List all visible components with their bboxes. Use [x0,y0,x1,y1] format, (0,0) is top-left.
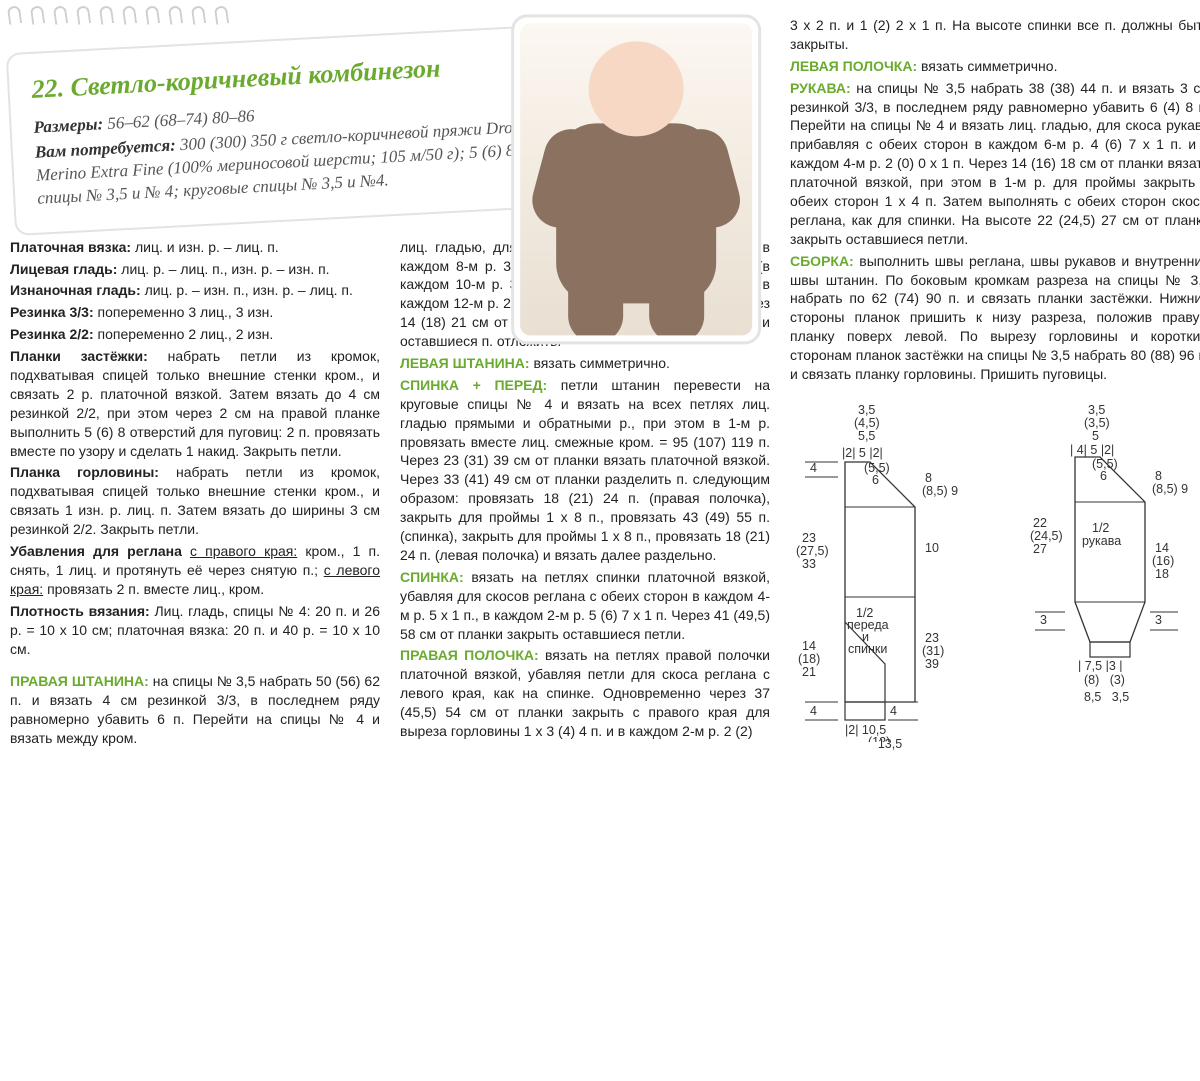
sizes-value: 56–62 (68–74) 80–86 [107,106,255,133]
dim: 4 [810,461,817,475]
dim: 3,5 [1088,403,1105,417]
dim: 3,5 [858,403,875,417]
def-label: Лицевая гладь: [10,261,117,277]
section-heading: ЛЕВАЯ ПОЛОЧКА: [790,58,917,74]
def-underline: с правого края: [190,543,297,559]
dim: (16) [1152,554,1174,568]
def-label: Плотность вязания: [10,603,150,619]
column-1: Платочная вязка: лиц. и изн. р. – лиц. п… [10,238,380,753]
dim: 4 [810,704,817,718]
dim: 3 [1040,613,1047,627]
dim: (31) [922,644,944,658]
def-label: Резинка 2/2: [10,326,94,342]
dim: 6 [872,473,879,487]
dim: 5 [1092,429,1099,443]
def-label: Убавления для реглана [10,543,182,559]
dim: 4 [890,704,897,718]
section-heading: СПИНКА + ПЕРЕД: [400,377,547,393]
dim: 27 [1033,542,1047,556]
section-heading: СБОРКА: [790,253,854,269]
dim: 3 [1155,613,1162,627]
spiral-binding [8,0,228,30]
half-label: 1/2 [1092,521,1109,535]
section-text: петли штанин перевести на круговые спицы… [400,377,770,563]
def-text: попеременно 2 лиц., 2 изн. [98,326,274,342]
dim: (3,5) [1084,416,1110,430]
dim: 33 [802,557,816,571]
def-text: попеременно 3 лиц., 3 изн. [98,304,274,320]
def-label: Резинка 3/3: [10,304,94,320]
body-schematic: 3,5 (4,5) 5,5 |2| 5 |2| (5,5) 6 8 (8,5) … [790,402,990,753]
section-text: на спицы № 3,5 набрать 38 (38) 44 п. и в… [790,80,1200,247]
def-text: набрать петли из кромок, подхватывая спи… [10,348,380,458]
dim: (18) [798,652,820,666]
dim: 39 [925,657,939,671]
photo-frame [511,14,761,344]
section-text: выполнить швы реглана, швы рукавов и вну… [790,253,1200,382]
column-3: 3 х 2 п. и 1 (2) 2 х 1 п. На высоте спин… [790,10,1200,753]
dim: (27,5) [796,544,829,558]
dim: 21 [802,665,816,679]
def-text: лиц. и изн. р. – лиц. п. [135,239,279,255]
baby-photo [520,23,752,335]
section-text: вязать симметрично. [921,58,1057,74]
dim-bottom: 13,5 [790,736,990,753]
dim: 23 [925,631,939,645]
half-label: спинки [848,642,887,656]
section-heading: СПИНКА: [400,569,464,585]
sleeve-schematic: 3,5 (3,5) 5 | 4| 5 |2| (5,5) 6 8 (8,5) 9… [1030,402,1200,753]
sizes-label: Размеры: [33,114,103,137]
schematic-diagram: 3,5 (4,5) 5,5 |2| 5 |2| (5,5) 6 8 (8,5) … [790,402,1200,753]
dim: 8 [925,471,932,485]
dim: (8,5) 9 [1152,482,1188,496]
half-label: рукава [1082,534,1121,548]
dim: 14 [802,639,816,653]
def-text: лиц. р. – лиц. п., изн. р. – изн. п. [121,261,329,277]
section-heading: ЛЕВАЯ ШТАНИНА: [400,355,530,371]
def-label: Планки застёжки: [10,348,148,364]
section-text: вязать симметрично. [533,355,669,371]
dim: (4,5) [854,416,880,430]
dim: (8,5) 9 [922,484,958,498]
dim-bottom: (8) (3)8,5 3,5 [1084,672,1200,706]
def-text: лиц. р. – изн. п., изн. р. – лиц. п. [145,282,353,298]
dim: 10 [925,541,939,555]
dim: (24,5) [1030,529,1063,543]
dim: 18 [1155,567,1169,581]
needs-label: Вам потребуется: [34,135,176,161]
section-text: 3 х 2 п. и 1 (2) 2 х 1 п. На высоте спин… [790,16,1200,54]
dim: 5,5 [858,429,875,443]
section-heading: ПРАВАЯ ПОЛОЧКА: [400,647,539,663]
dim: 22 [1033,516,1047,530]
def-label: Изнаночная гладь: [10,282,141,298]
def-text: провязать 2 п. вместе лиц., кром. [47,581,264,597]
dim: 23 [802,531,816,545]
def-label: Платочная вязка: [10,239,131,255]
knitting-pattern-page: 22. Светло-коричневый комбинезон Размеры… [0,0,1200,773]
dim: 14 [1155,541,1169,555]
dim: | 7,5 |3 | [1078,659,1123,672]
dim: 6 [1100,469,1107,483]
dim: 8 [1155,469,1162,483]
title-card: 22. Светло-коричневый комбинезон Размеры… [6,17,705,236]
section-heading: ПРАВАЯ ШТАНИНА: [10,673,149,689]
section-heading: РУКАВА: [790,80,851,96]
def-label: Планка горловины: [10,464,159,480]
dim: | 4| 5 |2| [1070,443,1114,457]
dim: |2| 5 |2| [842,446,883,460]
